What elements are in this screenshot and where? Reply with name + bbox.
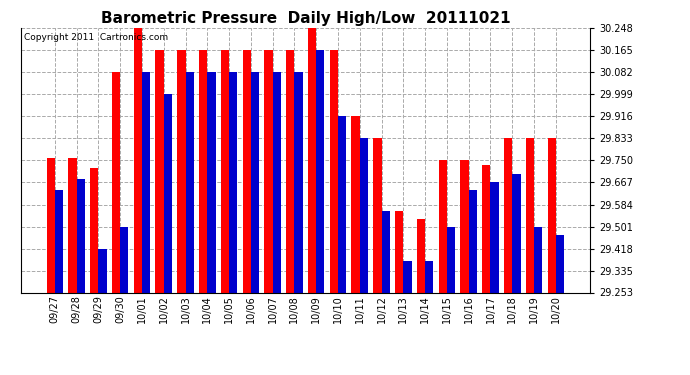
Bar: [504, 138, 512, 292]
Bar: [460, 160, 469, 292]
Bar: [382, 211, 390, 292]
Bar: [308, 28, 316, 292]
Bar: [338, 116, 346, 292]
Bar: [286, 50, 295, 292]
Bar: [512, 174, 520, 292]
Bar: [330, 50, 338, 292]
Title: Barometric Pressure  Daily High/Low  20111021: Barometric Pressure Daily High/Low 20111…: [101, 10, 510, 26]
Bar: [90, 168, 99, 292]
Bar: [351, 116, 359, 292]
Bar: [439, 160, 447, 292]
Bar: [395, 211, 404, 292]
Bar: [482, 165, 491, 292]
Bar: [177, 50, 186, 292]
Bar: [221, 50, 229, 292]
Bar: [556, 235, 564, 292]
Bar: [229, 72, 237, 292]
Bar: [155, 50, 164, 292]
Bar: [425, 261, 433, 292]
Bar: [68, 158, 77, 292]
Bar: [264, 50, 273, 292]
Bar: [120, 226, 128, 292]
Text: Copyright 2011  Cartronics.com: Copyright 2011 Cartronics.com: [23, 33, 168, 42]
Bar: [295, 72, 303, 292]
Bar: [359, 138, 368, 292]
Bar: [404, 261, 412, 292]
Bar: [548, 138, 556, 292]
Bar: [55, 190, 63, 292]
Bar: [207, 72, 215, 292]
Bar: [251, 72, 259, 292]
Bar: [526, 138, 534, 292]
Bar: [373, 138, 382, 292]
Bar: [99, 249, 107, 292]
Bar: [164, 94, 172, 292]
Bar: [142, 72, 150, 292]
Bar: [112, 72, 120, 292]
Bar: [469, 190, 477, 292]
Bar: [199, 50, 207, 292]
Bar: [77, 179, 85, 292]
Bar: [316, 50, 324, 292]
Bar: [273, 72, 281, 292]
Bar: [417, 219, 425, 292]
Bar: [46, 158, 55, 292]
Bar: [491, 183, 499, 292]
Bar: [447, 226, 455, 292]
Bar: [243, 50, 251, 292]
Bar: [534, 226, 542, 292]
Bar: [134, 28, 142, 292]
Bar: [186, 72, 194, 292]
